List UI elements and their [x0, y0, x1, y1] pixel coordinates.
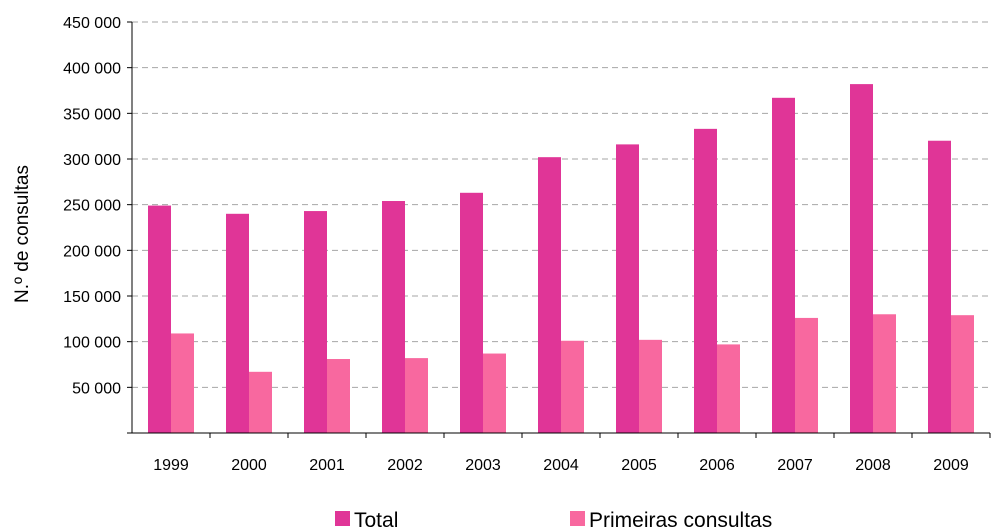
- bar-total-2008: [850, 84, 873, 434]
- bar-primeiras-consultas-2002: [405, 358, 428, 433]
- axes: [127, 21, 991, 438]
- bar-total-2004: [538, 157, 561, 433]
- y-tick-labels: 50 000 100 000 150 000 200 000 250 000 300 00…: [63, 15, 121, 397]
- x-tick-label: 2009: [933, 457, 969, 474]
- bar-primeiras-consultas-2008: [873, 314, 896, 433]
- x-tick-label: 2005: [621, 457, 657, 474]
- x-tick-label: 2003: [465, 457, 501, 474]
- bar-total-2000: [226, 213, 249, 433]
- legend: Total Primeiras consultas: [335, 509, 772, 529]
- x-tick-label: 2002: [387, 457, 423, 474]
- bar-total-1999: [148, 205, 171, 433]
- bar-primeiras-consultas-2007: [795, 317, 818, 433]
- bar-total-2001: [304, 211, 327, 433]
- x-tick-label: 2006: [699, 457, 735, 474]
- x-tick-labels: 1999 2000 2001 2002 2003 2004 2005 2006 2007 2008…: [153, 457, 969, 474]
- bar-primeiras-consultas-2005: [639, 339, 662, 433]
- x-tick-label: 1999: [153, 457, 189, 474]
- bar-primeiras-consultas-2006: [717, 344, 740, 433]
- legend-label-primeiras-consultas: Primeiras consultas: [589, 509, 772, 529]
- bar-primeiras-consultas-2000: [249, 371, 272, 433]
- legend-swatch-primeiras-consultas: [570, 511, 585, 526]
- bars: [148, 84, 974, 434]
- y-tick-label: 150 000: [63, 289, 121, 306]
- bar-primeiras-consultas-2004: [561, 340, 584, 433]
- bar-total-2009: [928, 140, 951, 433]
- y-tick-label: 400 000: [63, 61, 121, 78]
- legend-label-total: Total: [354, 509, 398, 529]
- bar-total-2005: [616, 144, 639, 434]
- y-tick-label: 50 000: [72, 380, 121, 397]
- gridlines: [132, 21, 990, 388]
- bar-total-2002: [382, 201, 405, 433]
- x-tick-label: 2001: [309, 457, 345, 474]
- y-tick-label: 200 000: [63, 243, 121, 260]
- bar-primeiras-consultas-2003: [483, 353, 506, 433]
- bar-total-2006: [694, 128, 717, 434]
- x-tick-label: 2004: [543, 457, 579, 474]
- legend-swatch-total: [335, 511, 350, 526]
- y-tick-label: 250 000: [63, 198, 121, 215]
- x-tick-label: 2007: [777, 457, 813, 474]
- bar-total-2003: [460, 192, 483, 433]
- y-axis-title: N.º de consultas: [12, 165, 33, 303]
- bar-primeiras-consultas-2009: [951, 315, 974, 433]
- bar-primeiras-consultas-1999: [171, 333, 194, 433]
- bar-total-2007: [772, 97, 795, 433]
- bar-primeiras-consultas-2001: [327, 359, 350, 433]
- y-tick-label: 100 000: [63, 335, 121, 352]
- y-tick-label: 450 000: [63, 15, 121, 32]
- y-tick-label: 300 000: [63, 152, 121, 169]
- x-tick-label: 2000: [231, 457, 267, 474]
- x-tick-label: 2008: [855, 457, 891, 474]
- y-tick-label: 350 000: [63, 106, 121, 123]
